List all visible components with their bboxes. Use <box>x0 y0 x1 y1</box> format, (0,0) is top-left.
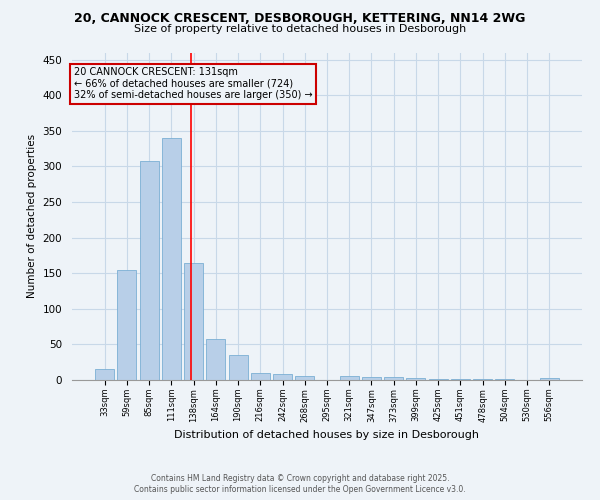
Text: Size of property relative to detached houses in Desborough: Size of property relative to detached ho… <box>134 24 466 34</box>
Bar <box>429 378 448 380</box>
Bar <box>140 160 158 380</box>
Bar <box>95 370 114 380</box>
X-axis label: Distribution of detached houses by size in Desborough: Distribution of detached houses by size … <box>175 430 479 440</box>
Bar <box>340 376 359 380</box>
Bar <box>118 270 136 380</box>
Bar <box>206 340 225 380</box>
Bar <box>384 377 403 380</box>
Bar <box>295 376 314 380</box>
Y-axis label: Number of detached properties: Number of detached properties <box>27 134 37 298</box>
Bar <box>406 378 425 380</box>
Bar <box>273 374 292 380</box>
Text: Contains HM Land Registry data © Crown copyright and database right 2025.
Contai: Contains HM Land Registry data © Crown c… <box>134 474 466 494</box>
Bar <box>451 378 470 380</box>
Bar <box>540 378 559 380</box>
Bar <box>362 377 381 380</box>
Bar <box>251 373 270 380</box>
Bar <box>184 262 203 380</box>
Text: 20, CANNOCK CRESCENT, DESBOROUGH, KETTERING, NN14 2WG: 20, CANNOCK CRESCENT, DESBOROUGH, KETTER… <box>74 12 526 26</box>
Bar <box>162 138 181 380</box>
Text: 20 CANNOCK CRESCENT: 131sqm
← 66% of detached houses are smaller (724)
32% of se: 20 CANNOCK CRESCENT: 131sqm ← 66% of det… <box>74 67 312 100</box>
Bar <box>229 355 248 380</box>
